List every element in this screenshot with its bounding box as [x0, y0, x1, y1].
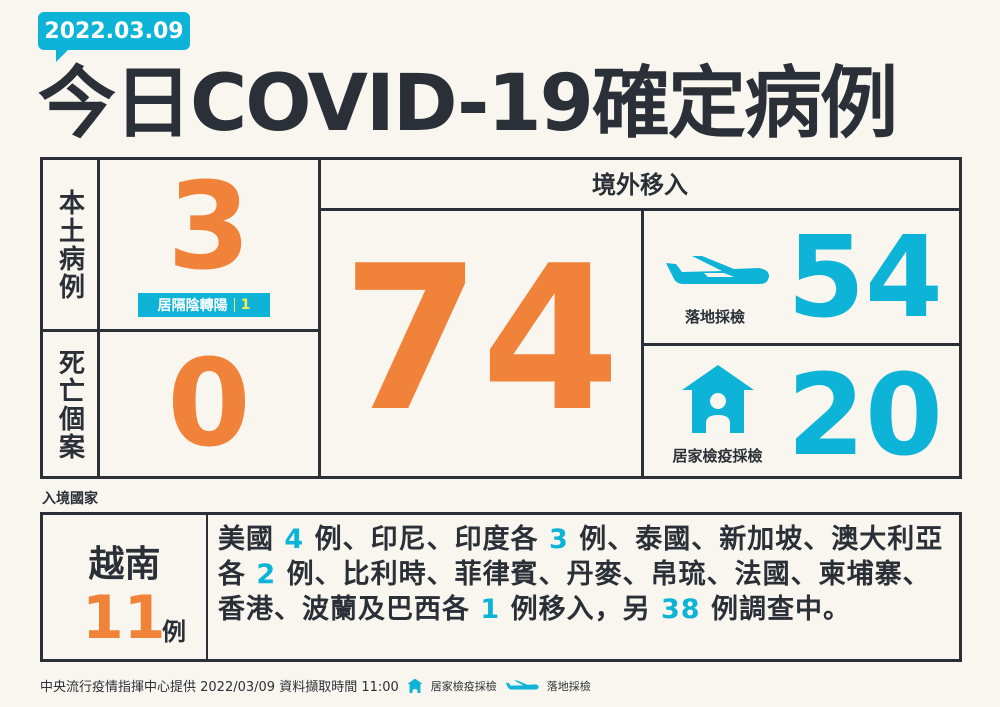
top-country-count: 11: [82, 583, 166, 653]
deaths-label: 死亡個案: [54, 348, 85, 461]
house-icon: [682, 365, 754, 433]
divider: [206, 512, 208, 662]
airplane-icon: [666, 256, 769, 284]
top-country: 越南: [88, 544, 161, 585]
detail-text: 例、比利時、菲律賓、丹麥、帛琉、法國、柬埔寨、香港、波蘭及巴西各: [218, 559, 931, 625]
page-title: 今日COVID-19確定病例: [38, 59, 898, 149]
divider: [97, 157, 100, 479]
airplane-icon: [505, 680, 539, 690]
deaths-count: 0: [167, 335, 251, 474]
detail-text: 例調查中。: [700, 594, 851, 625]
domestic-count: 3: [167, 158, 251, 297]
divider: [40, 329, 320, 332]
date-badge: 2022.03.09: [38, 12, 190, 62]
divider: [318, 157, 321, 479]
source-text: 中央流行疫情指揮中心提供 2022/03/09 資料擷取時間 11:00: [40, 680, 399, 695]
detail-text: 例、印尼、印度各: [304, 524, 550, 555]
landing-count: 54: [787, 213, 943, 343]
domestic-label: 本土病例: [54, 189, 85, 301]
footer: 中央流行疫情指揮中心提供 2022/03/09 資料擷取時間 11:00 居家檢…: [40, 676, 591, 695]
home-label: 居家檢疫採檢: [672, 447, 763, 465]
top-country-unit: 例: [162, 618, 186, 646]
divider: [318, 208, 962, 211]
landing-label: 落地採檢: [684, 308, 745, 326]
detail-text: 例移入，另: [500, 594, 662, 625]
turn-positive-badge: 居隔陰轉陽 1: [138, 293, 270, 317]
legend-landing: 落地採檢: [546, 679, 591, 693]
case-count: 3: [549, 524, 569, 555]
legend-home: 居家檢疫採檢: [430, 679, 497, 693]
house-icon: [407, 678, 423, 693]
case-count: 2: [256, 559, 277, 590]
detail-text: 美國: [218, 524, 285, 555]
detail-text: 例、泰國、新加坡、澳大利亞各: [218, 524, 944, 590]
turn-label: 居隔陰轉陽: [157, 298, 228, 314]
stats-table: [40, 157, 962, 479]
imported-header: 境外移入: [592, 171, 688, 199]
turn-count: 1: [240, 297, 251, 313]
case-count: 38: [661, 594, 701, 625]
divider: [641, 343, 962, 346]
countries-section-label: 入境國家: [42, 491, 98, 507]
case-count: 4: [284, 524, 305, 555]
home-count: 20: [787, 351, 943, 481]
separator: [233, 298, 235, 312]
countries-detail: 美國 4 例、印尼、印度各 3 例、泰國、新加坡、澳大利亞各 2 例、比利時、菲…: [218, 522, 948, 627]
case-count: 1: [480, 594, 501, 625]
countries-table: [40, 512, 962, 662]
imported-total: 74: [341, 223, 621, 456]
